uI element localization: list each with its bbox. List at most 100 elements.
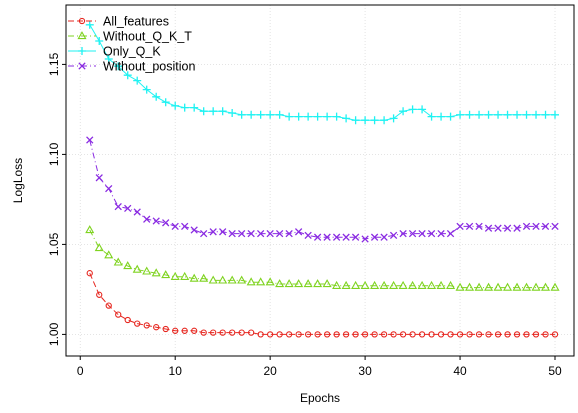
series-without-position <box>86 136 559 243</box>
x-tick-label: 40 <box>453 364 467 378</box>
x-tick-label: 10 <box>169 364 183 378</box>
data-point-without-q-k-t <box>455 282 465 291</box>
data-point-only-q-k <box>237 110 246 119</box>
data-point-without-q-k-t <box>199 273 209 282</box>
data-point-without-position <box>209 228 217 236</box>
x-tick-label: 0 <box>77 364 84 378</box>
legend-marker-without-q-k-t <box>77 31 87 40</box>
data-point-all-features <box>342 331 350 338</box>
data-point-only-q-k <box>313 112 322 121</box>
data-point-only-q-k <box>437 112 446 121</box>
data-point-all-features <box>238 329 245 336</box>
data-point-only-q-k <box>399 107 408 116</box>
data-point-all-features <box>456 331 464 338</box>
data-point-all-features <box>323 331 331 338</box>
data-point-only-q-k <box>123 71 132 80</box>
data-point-without-q-k-t <box>104 250 114 259</box>
data-point-all-features <box>304 331 312 338</box>
data-point-all-features <box>485 331 492 338</box>
legend-label-only-q-k: Only_Q_K <box>103 45 161 59</box>
data-point-only-q-k <box>104 55 113 63</box>
data-point-without-q-k-t <box>474 282 484 291</box>
legend-label-without-q-k-t: Without_Q_K_T <box>103 30 192 44</box>
data-point-without-position <box>361 235 369 243</box>
data-point-without-position <box>399 229 407 238</box>
data-point-without-position <box>503 224 512 232</box>
axis-ticks: 0 10 20 30 40 50 1.00 1.05 1.10 1.15 <box>47 52 562 378</box>
series-line-without-position <box>89 139 556 240</box>
data-point-without-position <box>219 228 227 236</box>
data-point-without-q-k-t <box>142 266 152 275</box>
legend: All_featuresWithout_Q_K_TOnly_Q_KWithout… <box>68 15 195 74</box>
data-point-without-q-k-t <box>521 282 532 291</box>
data-point-all-features <box>285 331 293 338</box>
data-point-without-position <box>228 229 236 238</box>
data-point-without-q-k-t <box>465 282 475 291</box>
data-point-only-q-k <box>133 76 142 85</box>
y-tick-label: 1.10 <box>47 142 61 166</box>
data-point-without-position <box>143 215 151 223</box>
data-point-only-q-k <box>218 107 227 116</box>
data-point-without-position <box>256 229 265 238</box>
data-point-all-features <box>162 325 169 333</box>
data-point-all-features <box>475 331 483 338</box>
data-point-without-q-k-t <box>398 280 408 289</box>
data-point-without-position <box>370 233 379 241</box>
y-tick-label: 1.00 <box>47 322 61 346</box>
data-point-without-q-k-t <box>275 279 285 288</box>
data-point-without-q-k-t <box>237 275 247 284</box>
data-point-without-q-k-t <box>180 271 190 280</box>
data-point-only-q-k <box>361 116 370 125</box>
data-point-all-features <box>96 291 103 298</box>
data-point-only-q-k <box>503 110 512 119</box>
data-point-only-q-k <box>114 62 123 71</box>
data-point-without-q-k-t <box>132 264 142 273</box>
data-point-all-features <box>115 311 122 318</box>
data-point-without-position <box>294 228 303 236</box>
data-point-only-q-k <box>171 101 180 110</box>
data-point-without-position <box>238 229 246 238</box>
data-point-without-q-k-t <box>417 280 427 289</box>
data-point-without-q-k-t <box>341 280 351 289</box>
y-tick-label: 1.05 <box>47 232 61 256</box>
data-point-only-q-k <box>446 112 455 121</box>
series-layer <box>85 20 560 338</box>
data-point-all-features <box>105 302 112 309</box>
series-all-features <box>86 270 559 338</box>
data-point-only-q-k <box>266 110 275 119</box>
data-point-without-q-k-t <box>540 282 551 291</box>
data-point-without-position <box>152 217 160 225</box>
data-point-without-q-k-t <box>484 282 494 291</box>
data-point-only-q-k <box>465 110 474 119</box>
data-point-all-features <box>437 331 445 338</box>
data-point-without-q-k-t <box>351 280 361 289</box>
series-line-all-features <box>89 272 556 335</box>
data-point-without-position <box>133 208 141 216</box>
data-point-without-q-k-t <box>531 282 541 291</box>
data-point-without-position <box>522 222 531 231</box>
data-point-only-q-k <box>408 105 417 114</box>
data-point-only-q-k <box>342 114 351 123</box>
data-point-all-features <box>551 331 559 338</box>
data-point-without-q-k-t <box>389 280 399 289</box>
data-point-all-features <box>172 327 179 334</box>
data-point-only-q-k <box>142 85 151 94</box>
data-point-all-features <box>428 331 435 338</box>
data-point-only-q-k <box>152 92 161 101</box>
data-point-all-features <box>494 331 502 338</box>
data-point-all-features <box>314 331 321 338</box>
data-point-without-q-k-t <box>332 280 342 289</box>
data-point-only-q-k <box>532 110 541 119</box>
data-point-all-features <box>266 331 274 338</box>
data-point-without-q-k-t <box>218 275 228 284</box>
data-point-without-position <box>427 229 436 238</box>
data-point-without-q-k-t <box>94 243 104 252</box>
data-point-only-q-k <box>228 109 237 117</box>
data-point-all-features <box>219 329 226 336</box>
data-point-without-q-k-t <box>436 280 446 289</box>
data-point-without-q-k-t <box>227 275 237 284</box>
data-point-without-q-k-t <box>246 277 256 286</box>
data-point-without-position <box>446 229 455 238</box>
data-point-only-q-k <box>199 107 208 116</box>
